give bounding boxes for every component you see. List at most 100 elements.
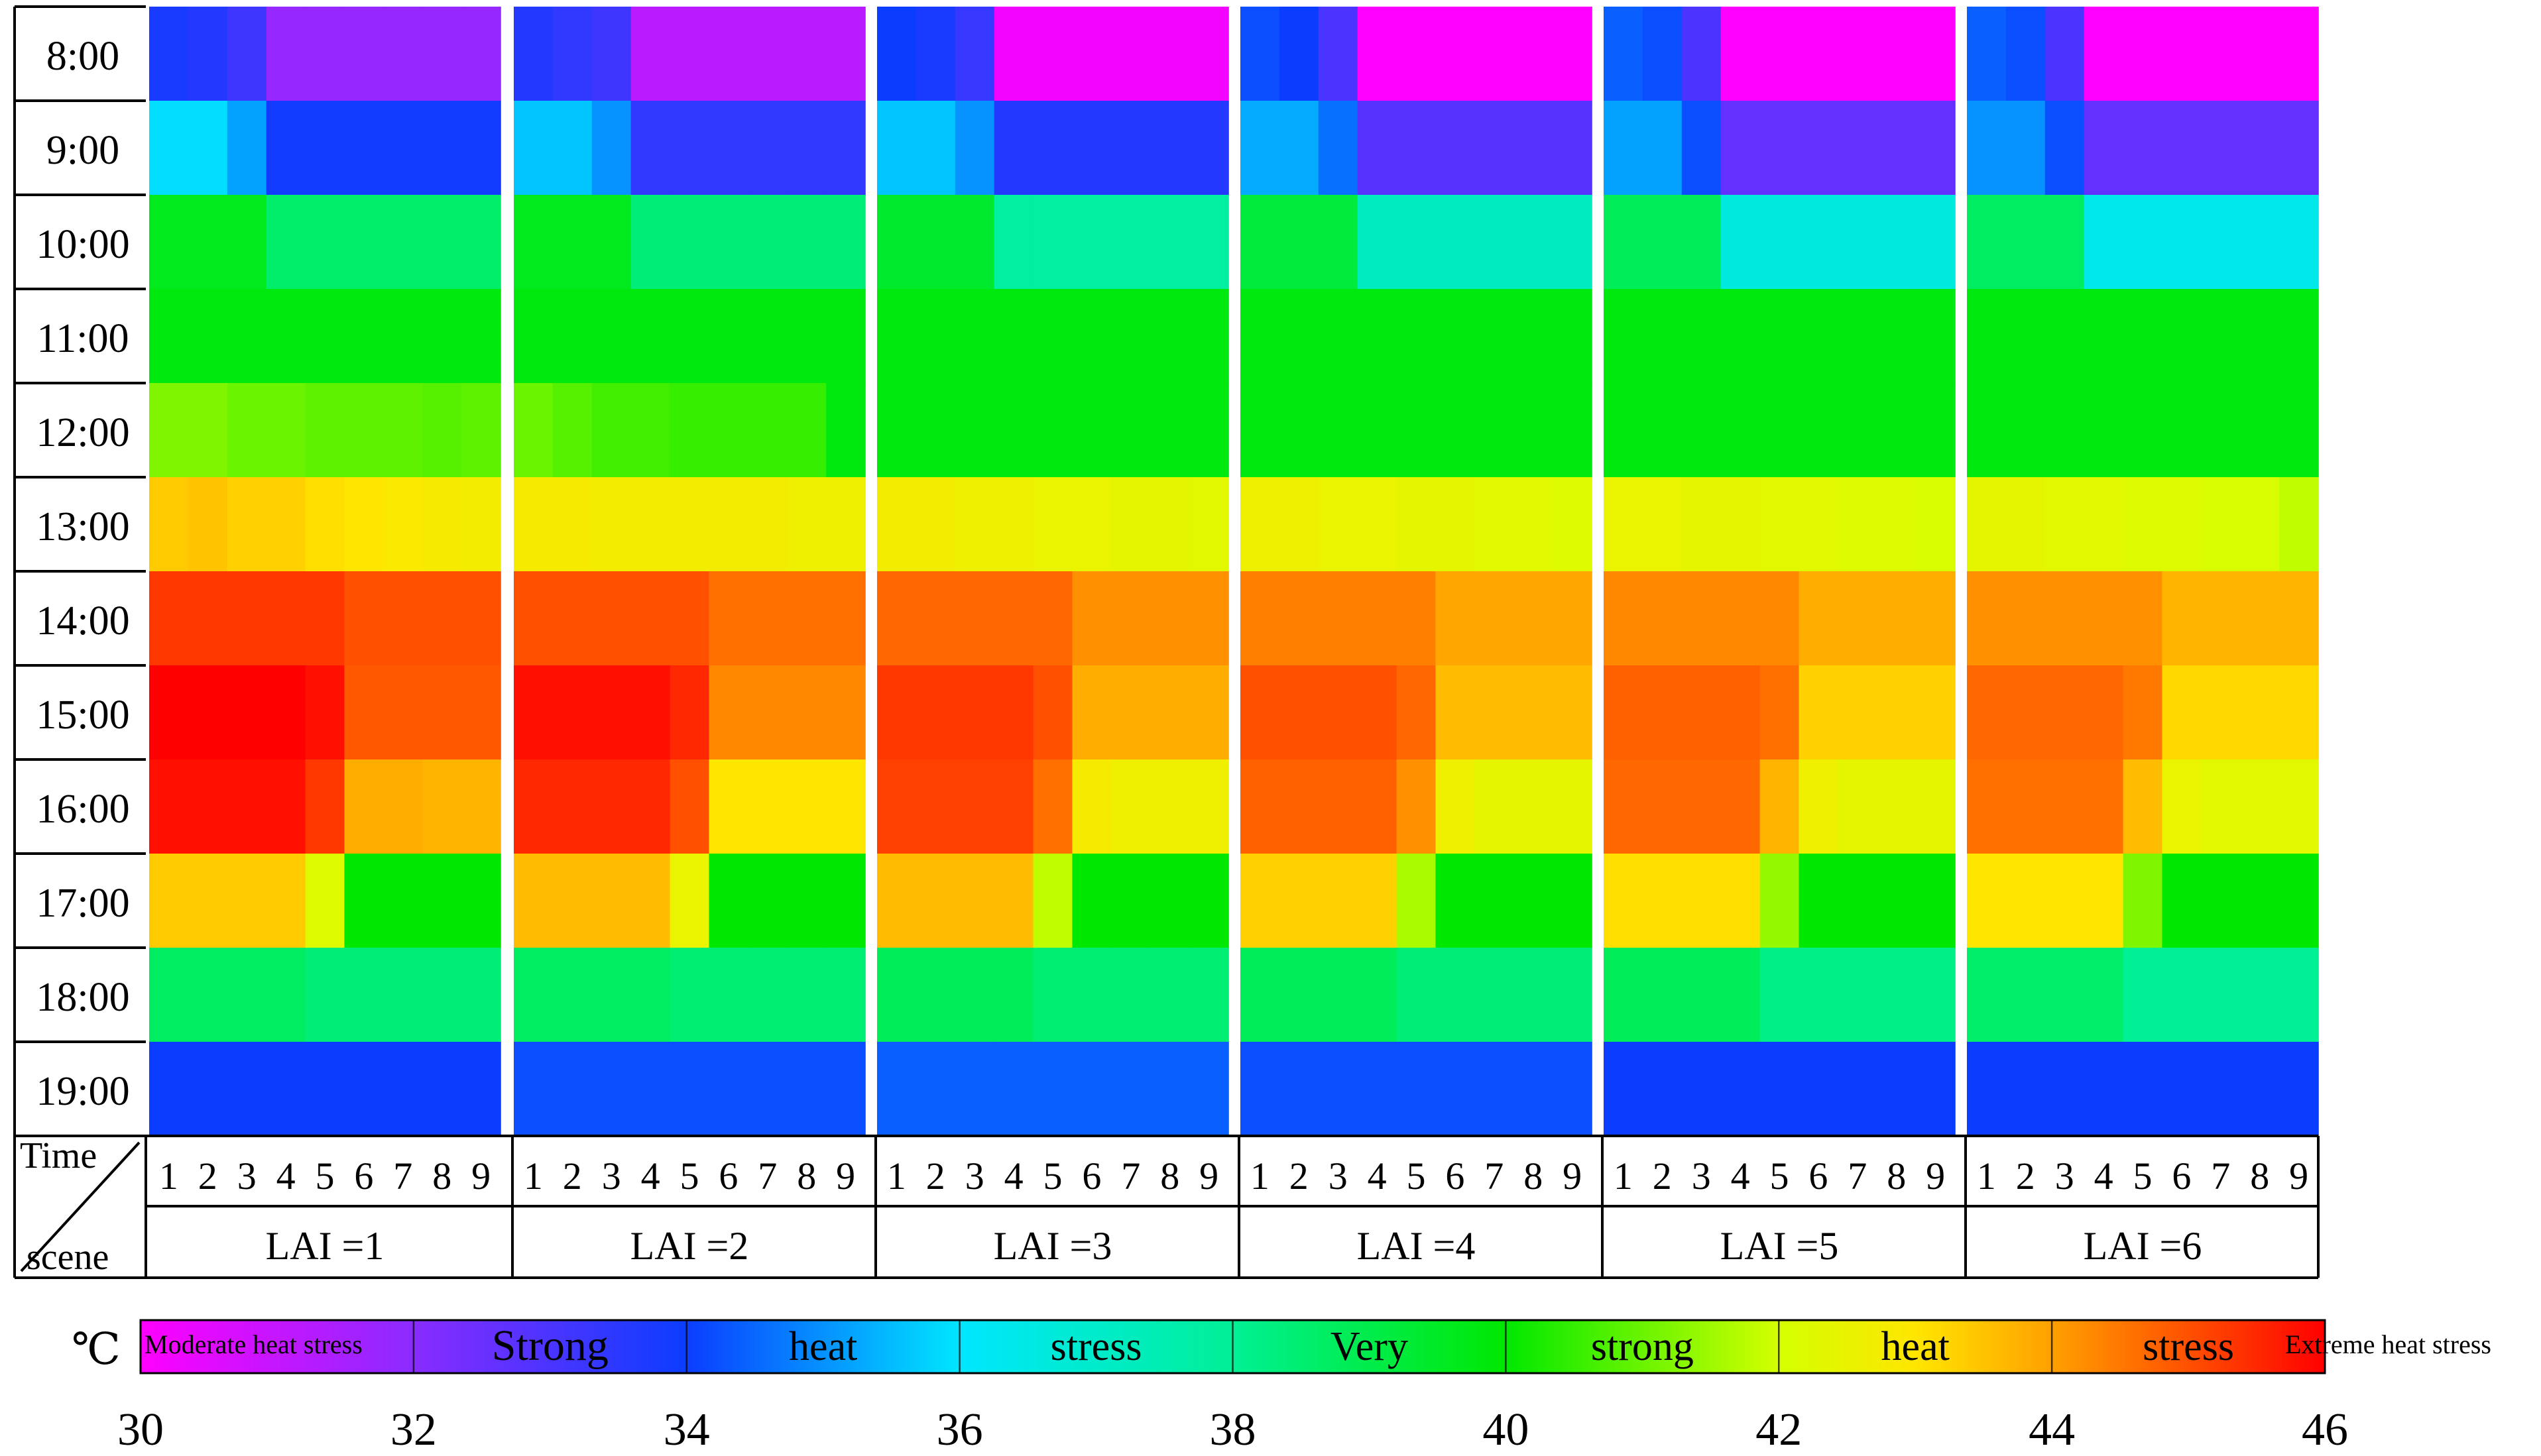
heatmap-cell <box>2005 477 2046 572</box>
heatmap-cell <box>826 665 866 760</box>
scene-number-label: 6 <box>2172 1154 2191 1198</box>
heatmap-cell <box>2044 571 2085 666</box>
heatmap-cell <box>1759 101 1800 196</box>
heatmap-cell <box>1838 383 1878 478</box>
scene-number-label: 6 <box>1445 1154 1464 1198</box>
heatmap-cell <box>1318 195 1358 290</box>
heatmap-cell <box>2084 665 2124 760</box>
heatmap-cell <box>748 195 788 290</box>
heatmap-cell <box>149 7 189 101</box>
heatmap-cell <box>748 383 788 478</box>
heatmap-panel <box>149 7 501 1137</box>
scene-number-label: 7 <box>1484 1154 1504 1198</box>
heatmap-cell <box>709 854 749 948</box>
heatmap-cell <box>748 7 788 101</box>
heatmap-cell <box>1279 195 1319 290</box>
heatmap-cell <box>748 854 788 948</box>
heatmap-cell <box>188 195 228 290</box>
heatmap-cell <box>305 1042 345 1137</box>
heatmap-cell <box>1642 948 1683 1042</box>
heatmap-cell <box>1799 759 1839 854</box>
heatmap-cell <box>266 195 306 290</box>
heatmap-cell <box>2279 854 2319 948</box>
heatmap-cell <box>2044 759 2085 854</box>
heatmap-cell <box>2044 101 2085 196</box>
heatmap-cell <box>2201 383 2241 478</box>
heatmap-cell <box>877 101 917 196</box>
heatmap-cell <box>1799 195 1839 290</box>
scene-number-label: 8 <box>1160 1154 1179 1198</box>
time-label: 19:00 <box>36 1069 129 1114</box>
heatmap-cell <box>2240 854 2280 948</box>
heatmap-cell <box>1642 383 1683 478</box>
heatmap-cell <box>1150 383 1190 478</box>
heatmap-cell <box>383 101 424 196</box>
heatmap-cell <box>1759 477 1800 572</box>
heatmap-cell <box>709 759 749 854</box>
heatmap-cell <box>1318 289 1358 384</box>
heatmap-cell <box>1681 948 1722 1042</box>
heatmap-cell <box>383 665 424 760</box>
heatmap-cell <box>383 289 424 384</box>
heatmap-cell <box>2005 571 2046 666</box>
heatmap-cell <box>1642 7 1683 101</box>
heatmap-cell <box>2279 665 2319 760</box>
heatmap-cell <box>2005 289 2046 384</box>
heatmap-cell <box>2162 7 2202 101</box>
heatmap-cell <box>2084 289 2124 384</box>
heatmap-cell <box>188 1042 228 1137</box>
heatmap-cell <box>670 854 710 948</box>
heatmap-cell <box>2240 948 2280 1042</box>
heatmap-cell <box>1553 854 1592 948</box>
heatmap-cell <box>2162 383 2202 478</box>
heatmap-cell <box>1111 383 1152 478</box>
heatmap-cell <box>1553 759 1592 854</box>
heatmap-cell <box>955 948 995 1042</box>
heatmap-cell <box>1642 571 1683 666</box>
heatmap-cell <box>826 101 866 196</box>
heatmap-cell <box>1279 289 1319 384</box>
heatmap-cell <box>305 477 345 572</box>
heatmap-cell <box>670 195 710 290</box>
heatmap-cell <box>1967 289 2007 384</box>
heatmap-cell <box>1759 948 1800 1042</box>
heatmap-cell <box>994 665 1034 760</box>
heatmap-cell <box>787 383 827 478</box>
heatmap-cell <box>1916 571 1956 666</box>
heatmap-cell <box>1877 665 1917 760</box>
heatmap-cell <box>1720 571 1761 666</box>
heatmap-cell <box>1279 854 1319 948</box>
heatmap-cell <box>552 7 593 101</box>
heatmap-cell <box>1435 665 1476 760</box>
heatmap-cell <box>877 854 917 948</box>
heatmap-cell <box>1111 948 1152 1042</box>
heatmap-cell <box>877 7 917 101</box>
heatmap-cell <box>2162 101 2202 196</box>
heatmap-cell <box>2240 101 2280 196</box>
heatmap-cell <box>1720 948 1761 1042</box>
heatmap-cell <box>916 289 956 384</box>
heatmap-cell <box>1553 7 1592 101</box>
heatmap-cell <box>1072 195 1112 290</box>
colorbar-tick-label: 30 <box>117 1404 164 1455</box>
heatmap-cell <box>227 1042 267 1137</box>
heatmap-cell <box>787 195 827 290</box>
heatmap-cell <box>1033 854 1073 948</box>
heatmap-cell <box>1838 195 1878 290</box>
heatmap-cell <box>1357 759 1397 854</box>
heatmap-cell <box>1681 383 1722 478</box>
heatmap-cell <box>1435 854 1476 948</box>
heatmap-cell <box>149 477 189 572</box>
heatmap-cell <box>1474 289 1515 384</box>
heatmap-cell <box>1111 7 1152 101</box>
time-label: 9:00 <box>46 128 119 173</box>
scene-number-label: 9 <box>471 1154 491 1198</box>
colorbar-tick-label: 38 <box>1210 1404 1256 1455</box>
heatmap-cell <box>552 289 593 384</box>
scene-number-label: 6 <box>1808 1154 1828 1198</box>
scene-number-label: 8 <box>432 1154 451 1198</box>
heatmap-cell <box>1474 7 1515 101</box>
heatmap-cell <box>1877 7 1917 101</box>
heatmap-cell <box>2084 854 2124 948</box>
